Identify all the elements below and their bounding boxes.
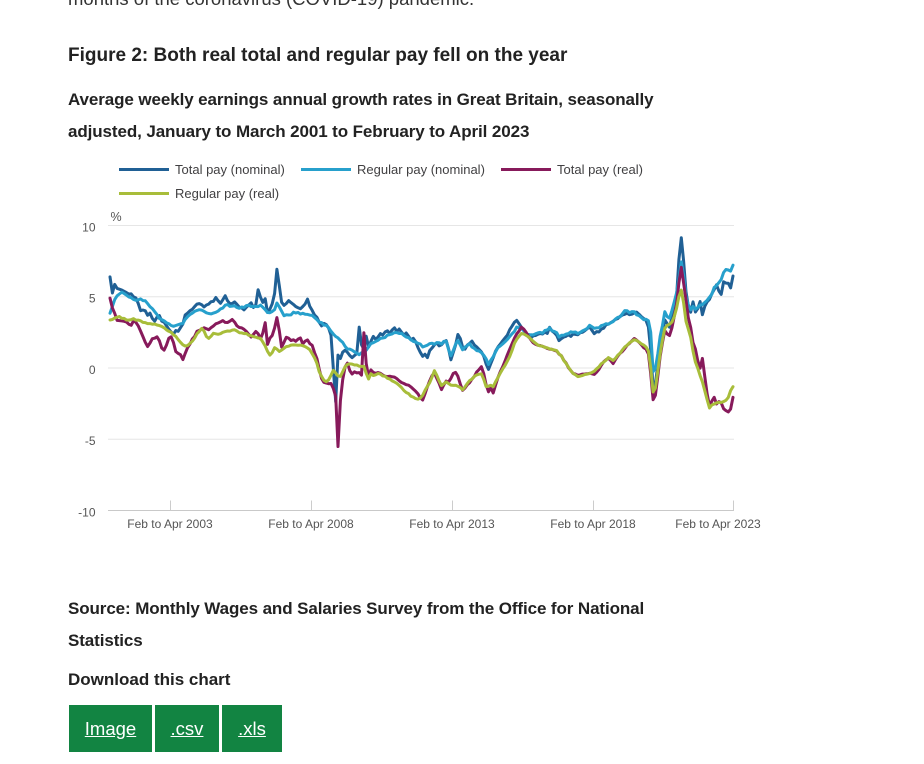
svg-text:Feb to Apr 2018: Feb to Apr 2018 — [550, 517, 636, 531]
svg-text:Regular pay (real): Regular pay (real) — [175, 186, 279, 201]
svg-text:-5: -5 — [85, 434, 96, 448]
svg-text:5: 5 — [89, 292, 96, 306]
svg-text:Feb to Apr 2003: Feb to Apr 2003 — [127, 517, 213, 531]
svg-text:Total pay (nominal): Total pay (nominal) — [175, 162, 285, 177]
svg-text:10: 10 — [82, 221, 96, 235]
svg-text:Feb to Apr 2008: Feb to Apr 2008 — [268, 517, 354, 531]
svg-text:-10: -10 — [78, 506, 96, 520]
svg-text:Feb to Apr 2013: Feb to Apr 2013 — [409, 517, 495, 531]
svg-text:Regular pay (nominal): Regular pay (nominal) — [357, 162, 485, 177]
svg-text:%: % — [111, 210, 122, 224]
svg-text:Total pay (real): Total pay (real) — [557, 162, 643, 177]
svg-text:Feb to Apr 2023: Feb to Apr 2023 — [675, 517, 761, 531]
svg-text:0: 0 — [89, 363, 96, 377]
